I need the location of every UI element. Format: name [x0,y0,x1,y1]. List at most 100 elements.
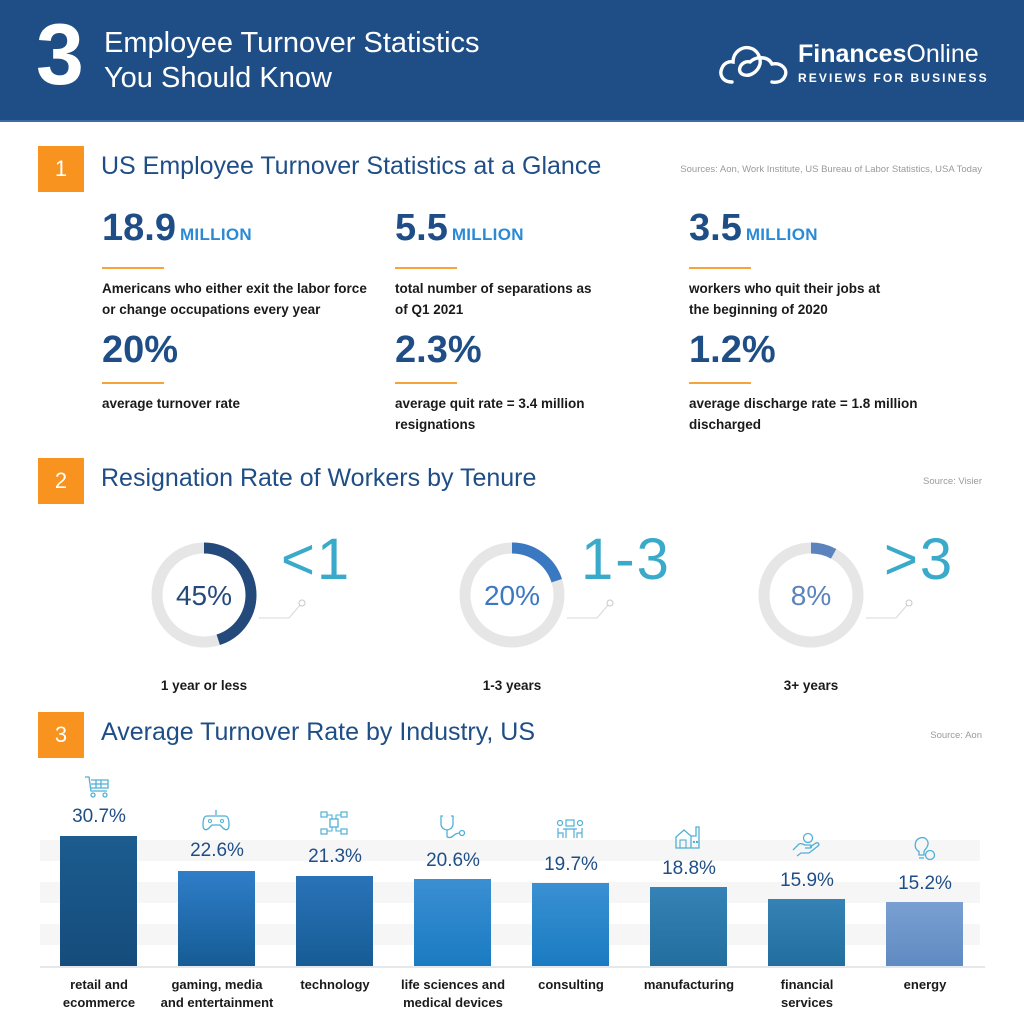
bar-group-life-sciences: 20.6% [393,770,493,966]
bar-value: 30.7% [72,806,126,827]
bar-value: 22.6% [190,840,244,861]
stat-unit: MILLION [179,225,252,244]
gamepad-icon [202,810,230,831]
page-title: Employee Turnover Statistics You Should … [104,26,480,96]
bar-value: 20.6% [426,850,480,871]
factory-icon [675,826,700,849]
bar-value: 18.8% [662,858,716,879]
bar-group-technology: 21.3% [275,770,375,966]
title-line-1: Employee Turnover Statistics [104,27,480,59]
stat-description: average turnover rate [102,396,241,411]
bar-value: 21.3% [308,846,362,867]
hand-coin-icon [792,832,820,857]
grid-stripe [40,924,980,945]
stat-card: 3.5 MILLION workers who quit their jobs a… [689,208,899,320]
stat-description: average quit rate = 3.4 million resignat… [395,396,585,432]
bar [414,879,491,966]
stat-card: 2.3% average quit rate = 3.4 million res… [395,330,605,435]
lightbulb-dollar-icon [914,836,936,861]
stat-description: Americans who either exit the labor forc… [102,281,367,317]
bar-value: 19.7% [544,854,598,875]
donut-percent: 45% [175,580,233,611]
connector-line [567,599,614,619]
donut-label: 3+ years [783,678,839,693]
category-label: energy [903,977,947,992]
bar [296,876,373,966]
header-number: 3 [36,7,84,103]
connector-line [259,599,306,619]
divider [395,382,457,384]
section-title: Resignation Rate of Workers by Tenure [101,464,537,492]
section-3-header: 3 Average Turnover Rate by Industry, US … [0,712,1024,762]
tenure-range: <1 [281,527,352,592]
stat-card: 20% average turnover rate [102,330,372,415]
section-title: US Employee Turnover Statistics at a Gla… [101,152,602,180]
bar [768,899,845,966]
bar [650,887,727,966]
connector-line [866,599,913,619]
bar-group-consulting: 19.7% [511,770,611,966]
donut-chart-3-plus-years: 8% >3 3+ years [756,527,986,710]
bar-value: 15.2% [898,873,952,894]
bar [886,902,963,966]
shopping-cart-icon [85,776,109,798]
stethoscope-icon [440,815,466,839]
bar [60,836,137,966]
section-source: Source: Aon [930,730,982,741]
stat-card: 5.5 MILLION total number of separations a… [395,208,605,320]
stat-value: 3.5 [689,207,742,249]
x-axis-line [40,966,985,968]
bar [178,871,255,966]
divider [689,267,751,269]
bar-group-retail: 30.7% [39,770,139,966]
section-source: Source: Visier [923,476,982,487]
category-label: technology [300,977,370,992]
page-header: 3 Employee Turnover Statistics You Shoul… [0,0,1024,122]
category-label: consulting [538,977,604,992]
title-line-2: You Should Know [104,62,332,94]
bar-group-financial-services: 15.9% [747,770,847,966]
donut-percent: 20% [483,580,541,611]
donut-chart-1-3-years: 20% 1-3 1-3 years [457,527,687,710]
industry-bar-chart: 30.7% 22.6% 21.3% 20.6% [40,770,990,1024]
tenure-range: 1-3 [581,527,671,592]
tenure-range: >3 [884,527,955,592]
divider [102,267,164,269]
stat-description: average discharge rate = 1.8 million dis… [689,396,918,432]
category-label: financial services [780,977,834,1010]
bar [532,883,609,966]
category-label: life sciences and medical devices [400,977,506,1010]
bar-value: 15.9% [780,870,834,891]
donut-percent: 8% [790,580,832,611]
divider [689,382,751,384]
stat-unit: MILLION [745,225,818,244]
section-source: Sources: Aon, Work Institute, US Bureau … [680,164,982,175]
cloud-logo-icon [719,45,788,84]
section-title: Average Turnover Rate by Industry, US [101,718,536,746]
divider [102,382,164,384]
brand-logo[interactable]: FinancesOnline REVIEWS FOR BUSINESS [716,40,996,90]
donut-ring [758,542,864,648]
stat-value: 20% [102,329,179,371]
donut-ring [459,542,565,648]
brand-tagline: REVIEWS FOR BUSINESS [798,71,989,85]
stat-card: 18.9 MILLION Americans who either exit th… [102,208,372,320]
stat-card: 1.2% average discharge rate = 1.8 millio… [689,330,919,435]
donut-ring [151,542,257,648]
bar-group-energy: 15.2% [865,770,965,966]
stat-description: total number of separations as of Q1 202… [395,281,592,317]
stat-unit: MILLION [451,225,524,244]
category-label: retail and ecommerce [62,977,136,1010]
section-badge: 3 [38,712,84,758]
section-1-header: 1 US Employee Turnover Statistics at a G… [0,146,1024,196]
section-badge: 1 [38,146,84,192]
brand-name: FinancesOnline [798,40,979,68]
circuit-chip-icon [320,811,348,835]
stat-value: 5.5 [395,207,448,249]
bar-group-gaming: 22.6% [157,770,257,966]
section-badge: 2 [38,458,84,504]
category-label: manufacturing [643,977,735,992]
meeting-table-icon [556,819,584,838]
stat-value: 18.9 [102,207,176,249]
stat-description: workers who quit their jobs at the begin… [689,281,881,317]
